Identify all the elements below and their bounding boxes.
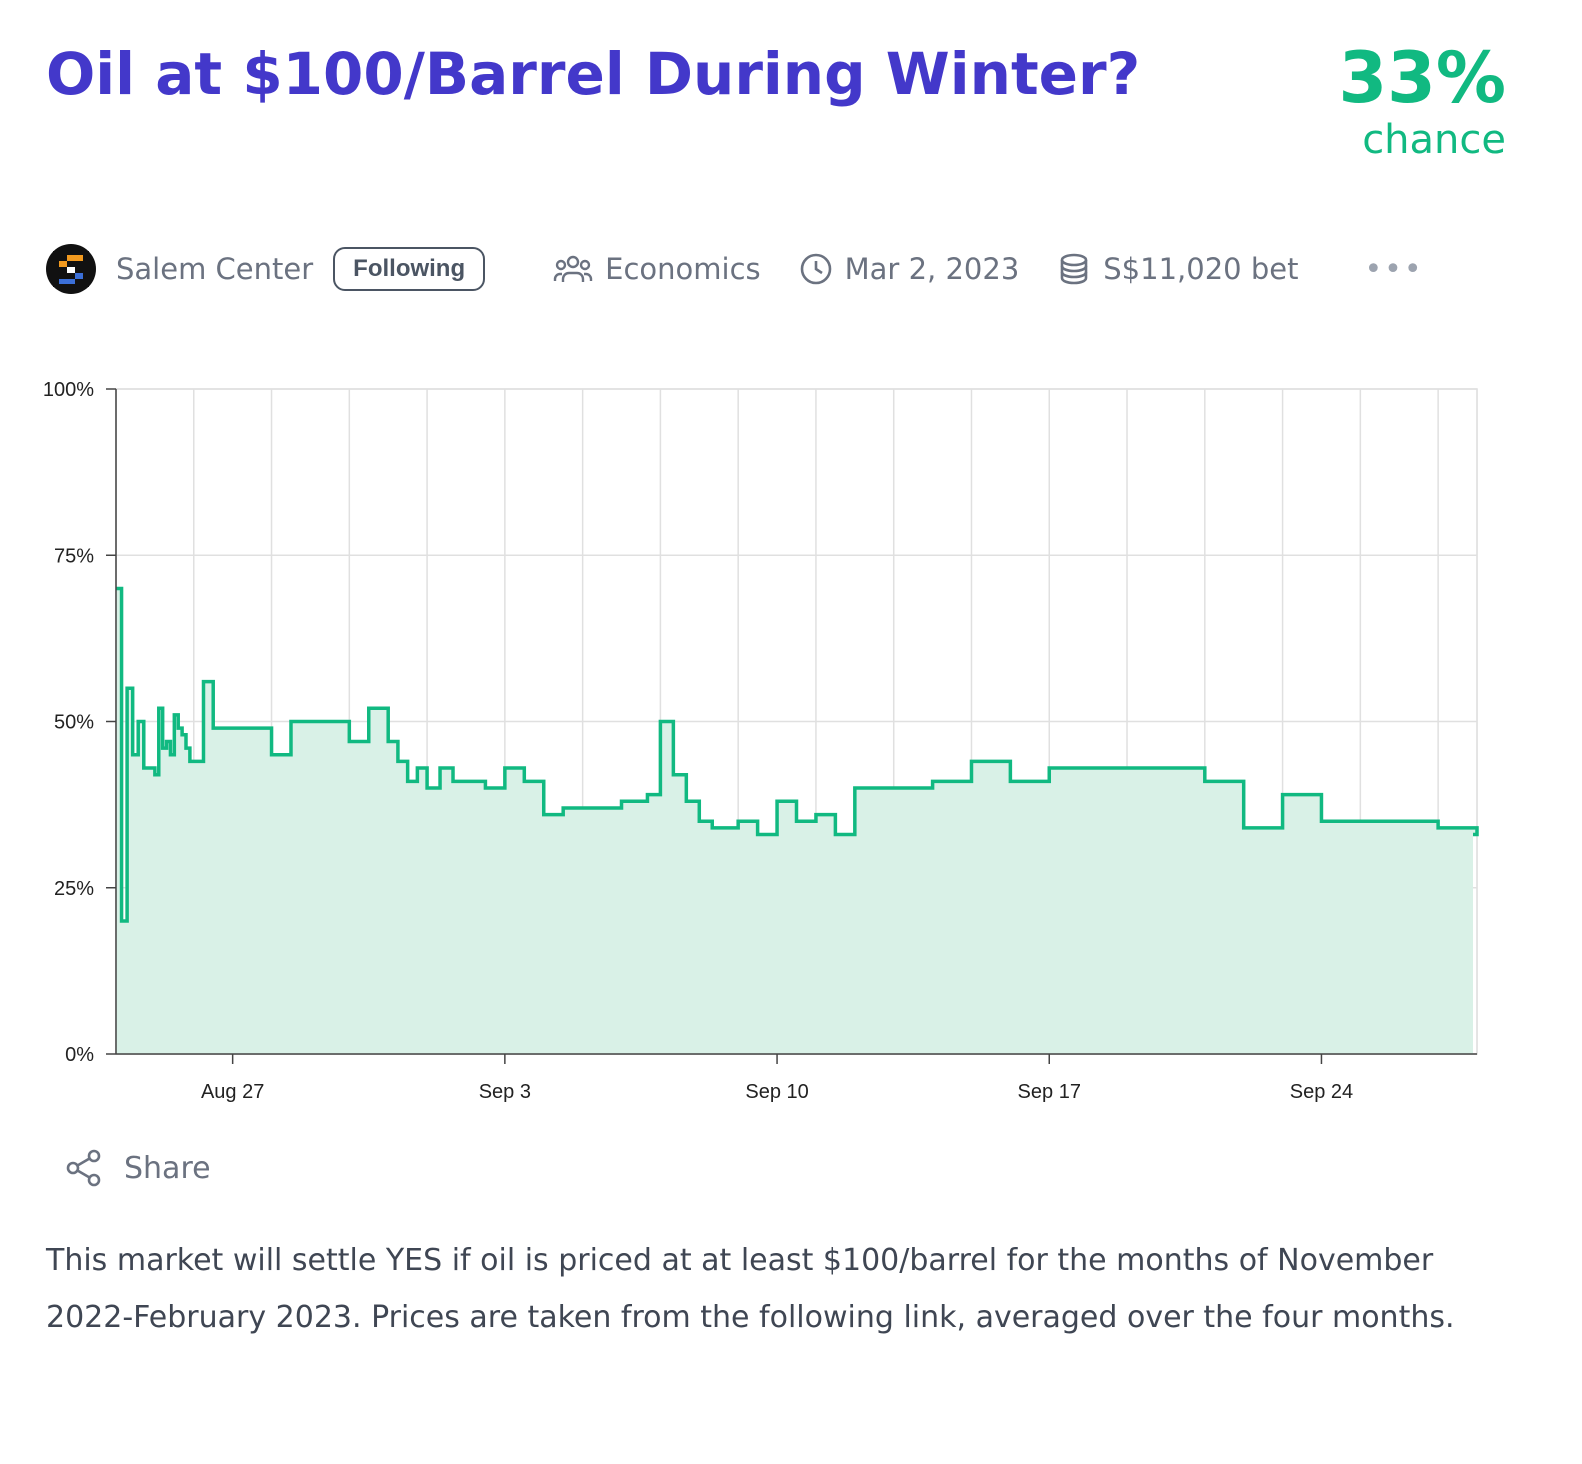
y-tick-label: 0% xyxy=(65,1044,94,1066)
group-link[interactable]: Economics xyxy=(553,252,761,286)
x-tick-label: Sep 17 xyxy=(1018,1081,1081,1103)
probability-chart[interactable]: 0% 25% 50% 75% 100% Aug 27 Sep 3 Sep 10 Sep 17 Se… xyxy=(0,360,1582,1140)
y-tick-label: 25% xyxy=(54,878,94,900)
share-icon xyxy=(66,1149,101,1187)
users-icon xyxy=(553,255,593,282)
ellipsis-icon: ••• xyxy=(1364,251,1424,287)
x-tick-label: Sep 24 xyxy=(1290,1081,1353,1103)
probability-display: 33% chance xyxy=(1338,37,1506,164)
x-tick-label: Sep 10 xyxy=(745,1081,808,1103)
y-tick-label: 100% xyxy=(43,379,94,401)
market-description: This market will settle YES if oil is pr… xyxy=(46,1243,1455,1335)
probability-label: chance xyxy=(1362,116,1506,163)
market-meta-bar: Salem Center Following Economics Mar 2, … xyxy=(46,242,1466,296)
group-name: Economics xyxy=(605,252,761,286)
volume-text: S$11,020 bet xyxy=(1103,252,1299,286)
more-options-button[interactable]: ••• xyxy=(1364,252,1423,287)
share-button[interactable]: Share xyxy=(64,1148,211,1188)
x-tick-label: Aug 27 xyxy=(201,1081,264,1103)
x-tick-label: Sep 3 xyxy=(479,1081,531,1103)
close-date: Mar 2, 2023 xyxy=(799,252,1020,286)
y-tick-label: 50% xyxy=(54,712,94,734)
close-date-text: Mar 2, 2023 xyxy=(844,252,1020,286)
probability-value: 33% xyxy=(1338,37,1506,119)
probability-line xyxy=(116,586,1479,923)
share-label: Share xyxy=(124,1150,211,1186)
volume-display: S$11,020 bet xyxy=(1057,252,1298,286)
chart-axes: 0% 25% 50% 75% 100% Aug 27 Sep 3 Sep 10 Sep 17 Se… xyxy=(43,379,1477,1103)
clock-icon xyxy=(800,253,831,285)
creator-name[interactable]: Salem Center xyxy=(116,252,314,286)
database-icon xyxy=(1060,253,1088,285)
creator-avatar[interactable] xyxy=(46,244,96,294)
salem-center-logo-icon xyxy=(53,251,89,287)
following-button[interactable]: Following xyxy=(333,247,486,291)
market-title: Oil at $100/Barrel During Winter? xyxy=(46,40,1141,108)
y-tick-label: 75% xyxy=(54,545,94,567)
